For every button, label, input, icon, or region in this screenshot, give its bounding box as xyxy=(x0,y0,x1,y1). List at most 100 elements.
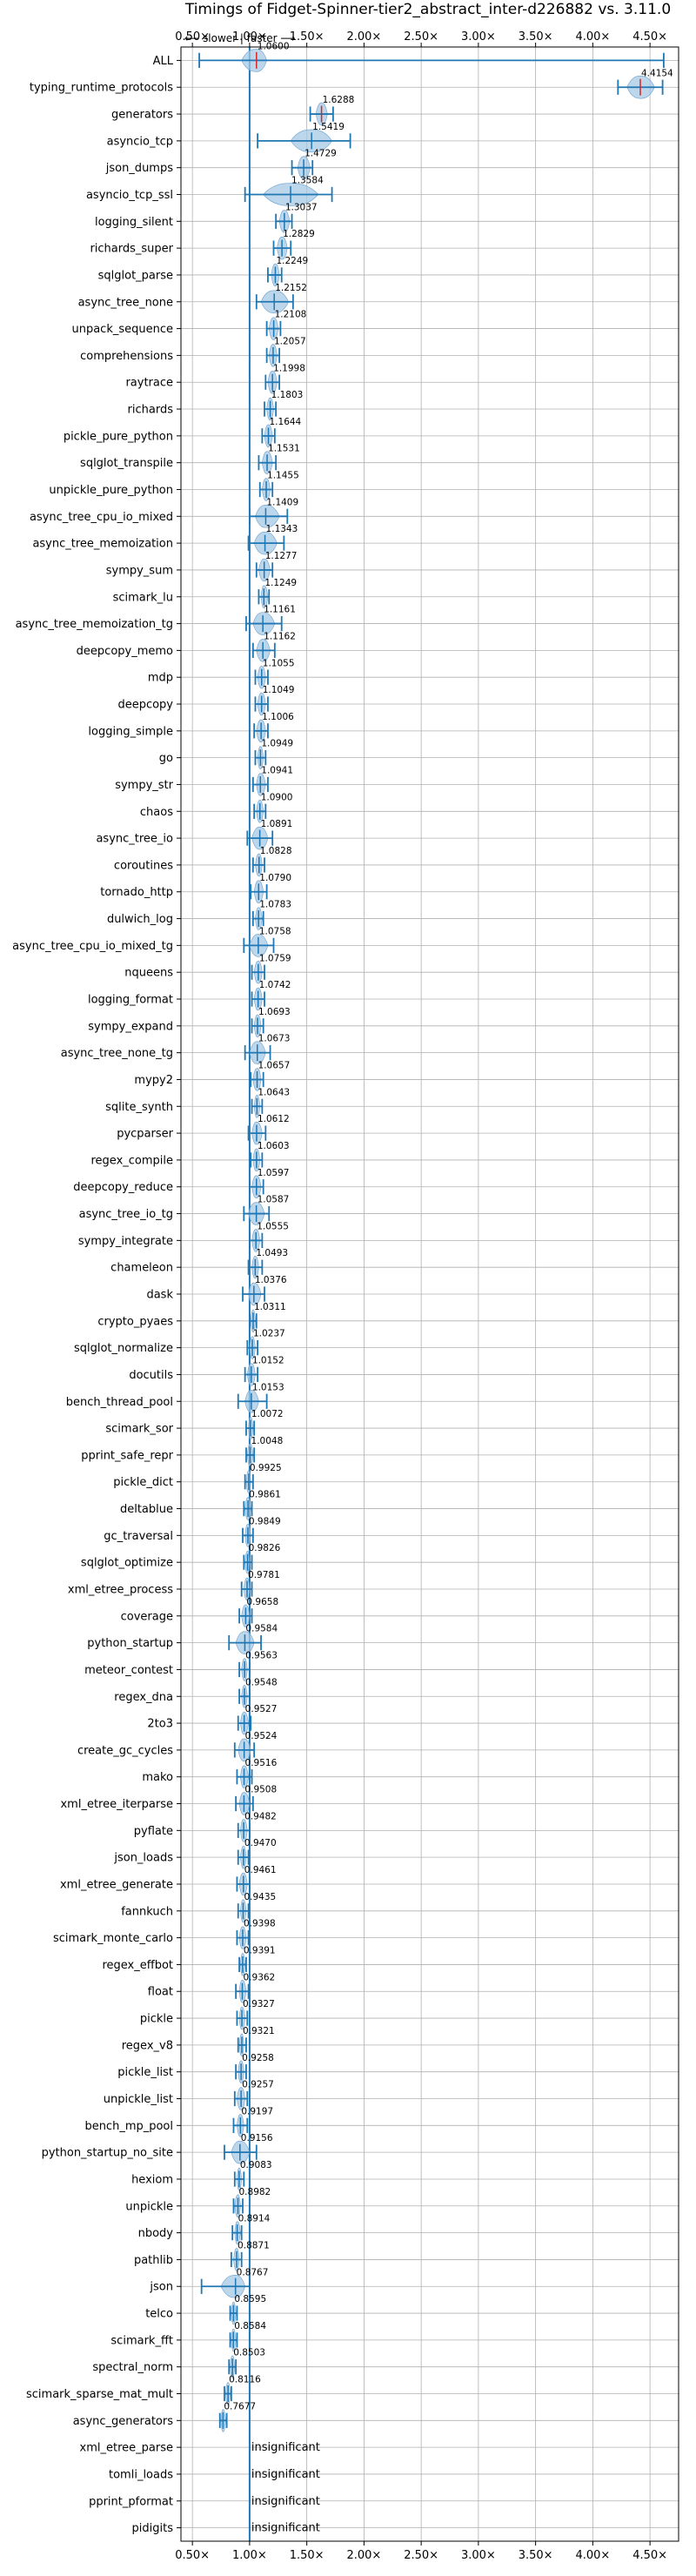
y-tick-label: sympy_integrate xyxy=(78,1235,173,1248)
y-tick-label: scimark_sor xyxy=(105,1423,173,1436)
x-tick-label-top: 3.50× xyxy=(519,30,553,44)
y-tick-label: async_tree_memoization_tg xyxy=(16,618,173,631)
y-tick-label: sqlglot_optimize xyxy=(81,1557,173,1570)
value-label: 1.0758 xyxy=(259,926,291,936)
y-tick-label: sqlite_synth xyxy=(105,1101,173,1114)
value-label: 1.1531 xyxy=(268,444,300,454)
y-tick-label: create_gc_cycles xyxy=(77,1744,173,1757)
y-tick-label: async_tree_none_tg xyxy=(61,1047,173,1060)
y-tick-label: xml_etree_iterparse xyxy=(60,1798,173,1811)
y-tick-label: async_tree_cpu_io_mixed xyxy=(30,511,173,524)
value-label: 0.9925 xyxy=(250,1463,282,1473)
y-tick-label: asyncio_tcp_ssl xyxy=(86,189,173,202)
value-label: 0.8503 xyxy=(233,2348,265,2358)
value-label: 0.9658 xyxy=(246,1597,278,1607)
value-label: 1.0673 xyxy=(258,1034,291,1044)
value-label: 0.8871 xyxy=(238,2240,270,2251)
value-label: 0.9156 xyxy=(241,2133,273,2143)
value-label: 1.1644 xyxy=(270,417,302,427)
y-tick-label: hexiom xyxy=(131,2173,173,2186)
x-tick-label-bottom: 2.50× xyxy=(404,2549,438,2562)
y-tick-label: chameleon xyxy=(110,1262,173,1275)
value-label: 1.0643 xyxy=(258,1087,290,1097)
value-label: 1.0759 xyxy=(259,953,291,963)
y-tick-label: fannkuch xyxy=(121,1905,173,1918)
value-label: 0.8914 xyxy=(238,2214,271,2224)
value-label: 0.9781 xyxy=(248,1570,280,1580)
y-tick-label: float xyxy=(148,1986,173,1999)
value-label: 1.1998 xyxy=(273,363,305,373)
y-tick-label: pycparser xyxy=(117,1128,173,1141)
y-tick-label: bench_thread_pool xyxy=(66,1396,173,1409)
y-tick-label: coroutines xyxy=(114,859,173,872)
value-label: 1.1006 xyxy=(262,712,294,722)
value-label: 1.0555 xyxy=(257,1221,289,1231)
y-tick-label: xml_etree_generate xyxy=(60,1878,173,1891)
y-tick-label: python_startup_no_site xyxy=(42,2147,173,2160)
value-label: 1.0790 xyxy=(259,873,291,883)
value-label: 1.0941 xyxy=(261,766,293,776)
value-label: 0.9470 xyxy=(244,1838,277,1848)
y-tick-label: deepcopy_memo xyxy=(77,645,173,658)
y-tick-label: ALL xyxy=(153,55,174,68)
value-label: 1.0587 xyxy=(258,1195,290,1205)
y-tick-label: unpickle_pure_python xyxy=(49,484,173,497)
y-tick-label: async_tree_io xyxy=(96,833,173,846)
x-tick-label-top: 1.50× xyxy=(290,30,325,44)
value-label: 1.1055 xyxy=(263,658,295,668)
value-label: 1.0311 xyxy=(254,1302,286,1312)
value-label: 4.4154 xyxy=(641,68,673,78)
x-tick-label-top: 3.00× xyxy=(461,30,496,44)
y-tick-label: coverage xyxy=(121,1610,173,1623)
value-label: 0.9584 xyxy=(245,1624,278,1634)
value-label: 1.0612 xyxy=(258,1114,290,1124)
y-tick-label: unpickle_list xyxy=(104,2093,173,2106)
y-tick-label: comprehensions xyxy=(80,350,173,363)
y-tick-label: python_startup xyxy=(87,1637,173,1650)
y-tick-label: go xyxy=(159,752,173,765)
insignificant-label: insignificant xyxy=(251,2495,320,2508)
value-label: 1.0693 xyxy=(258,1007,291,1017)
y-tick-label: async_tree_none xyxy=(78,296,173,309)
y-tick-label: tomli_loads xyxy=(109,2468,173,2481)
value-label: 0.9083 xyxy=(240,2160,272,2170)
y-tick-label: regex_dna xyxy=(114,1691,173,1704)
value-label: 1.2152 xyxy=(275,283,307,293)
y-tick-label: dulwich_log xyxy=(107,913,173,926)
y-tick-label: regex_effbot xyxy=(102,1959,173,1972)
value-label: 1.5419 xyxy=(312,122,345,132)
value-label: 1.0072 xyxy=(251,1409,284,1419)
y-tick-label: chaos xyxy=(140,806,173,819)
insignificant-label: insignificant xyxy=(251,2468,320,2481)
value-label: 0.9849 xyxy=(249,1516,281,1526)
direction-hint: ⟵ slower | faster ⟶ xyxy=(184,32,296,44)
value-label: 1.0949 xyxy=(261,739,293,749)
y-tick-label: unpack_sequence xyxy=(71,323,173,336)
y-tick-label: mypy2 xyxy=(134,1074,173,1087)
y-tick-label: gc_traversal xyxy=(104,1530,173,1543)
value-label: 1.2249 xyxy=(276,256,308,266)
value-label: 1.1455 xyxy=(267,471,299,481)
value-label: 1.0153 xyxy=(252,1382,284,1392)
label-layer: 1.0600 4.4154 1.6288 1.5419 1.4729 1.3584 1.30… xyxy=(224,41,673,2534)
value-label: 1.4729 xyxy=(304,149,337,159)
y-tick-label: pickle xyxy=(140,2013,173,2026)
x-tick-label-top: 2.50× xyxy=(404,30,438,44)
value-label: 1.0783 xyxy=(259,900,291,910)
value-label: 1.0048 xyxy=(251,1436,284,1446)
value-label: 1.0152 xyxy=(252,1356,284,1366)
y-tick-label: json_loads xyxy=(113,1852,173,1865)
value-label: 1.1803 xyxy=(271,390,304,400)
y-tick-label: richards_super xyxy=(90,243,173,256)
value-label: 1.0237 xyxy=(253,1329,285,1339)
y-tick-label: pickle_pure_python xyxy=(64,430,173,443)
y-tick-label: json_dumps xyxy=(105,162,173,175)
x-tick-label-bottom: 4.00× xyxy=(575,2549,610,2562)
value-label: 1.0603 xyxy=(258,1141,290,1151)
y-tick-label: generators xyxy=(111,109,173,122)
insignificant-label: insignificant xyxy=(251,2522,320,2535)
value-label: 1.2829 xyxy=(283,229,315,239)
y-tick-label: mako xyxy=(142,1771,173,1784)
value-label: 0.9527 xyxy=(245,1704,278,1714)
y-tick-label: xml_etree_process xyxy=(68,1583,173,1596)
